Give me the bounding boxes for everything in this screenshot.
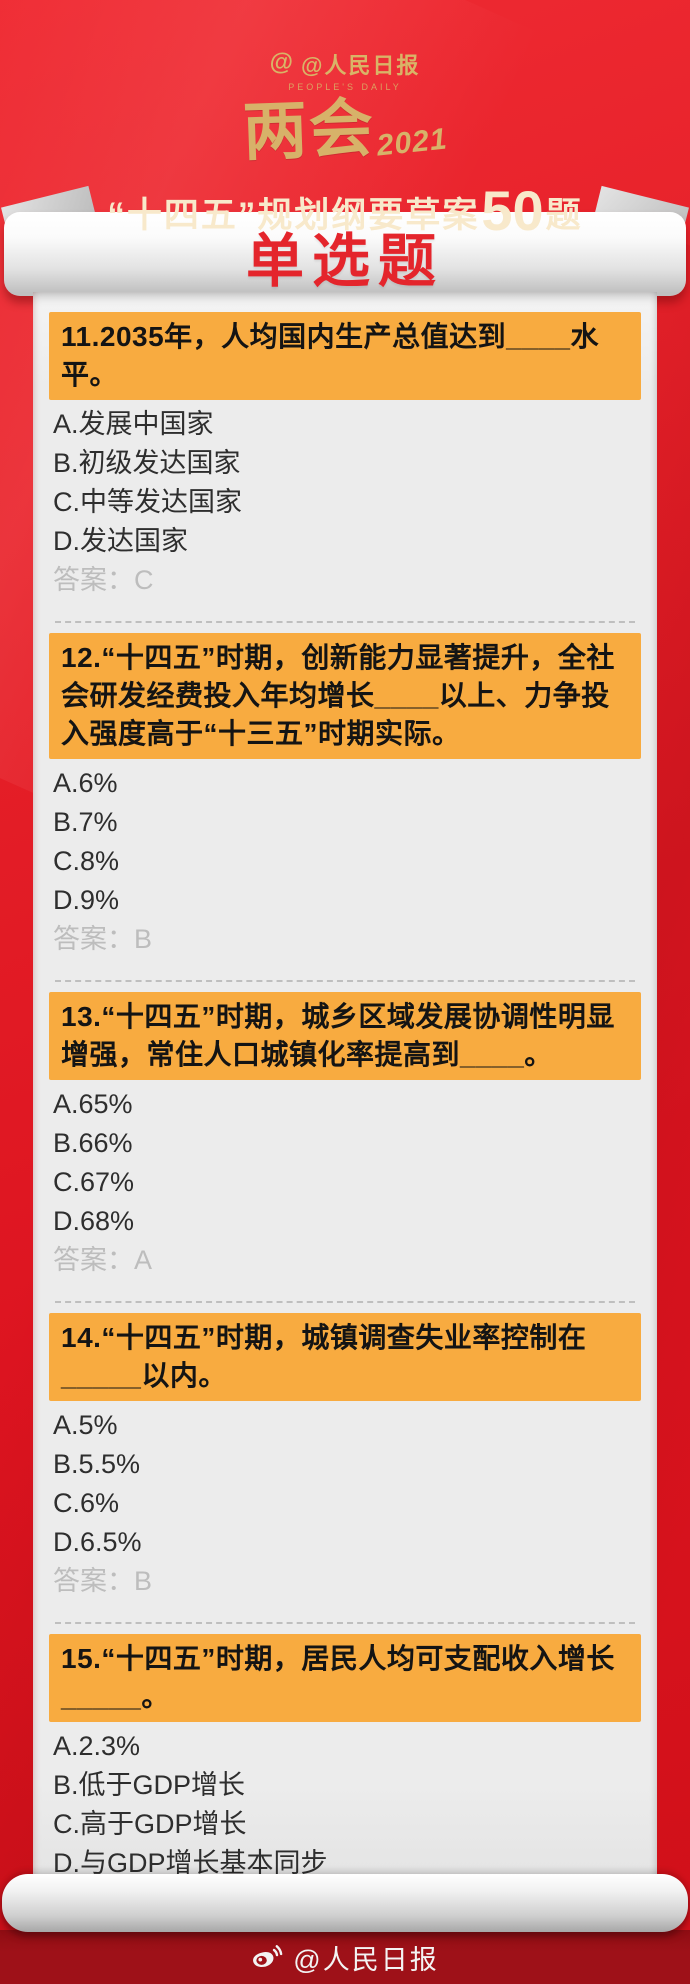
question-block-12: 12.“十四五”时期，创新能力显著提升，全社会研发经费投入年均增长____以上、… (49, 633, 641, 982)
option-c: C.6% (53, 1488, 120, 1518)
answer-line: 答案：B (53, 1566, 641, 1596)
logo-caption: PEOPLE'S DAILY (288, 82, 402, 92)
brand-year: 2021 (374, 122, 449, 163)
section-title: 单选题 (245, 229, 444, 294)
answer-line: 答案：B (53, 924, 641, 954)
title-number: 50 (481, 179, 544, 242)
dashed-divider (55, 980, 635, 982)
option-d: D.与GDP增长基本同步 (53, 1848, 328, 1878)
logo-text: @人民日报 (300, 53, 421, 78)
option-b: B.66% (53, 1128, 133, 1158)
option-a: A.2.3% (53, 1731, 141, 1761)
question-text: 12.“十四五”时期，创新能力显著提升，全社会研发经费投入年均增长____以上、… (49, 633, 641, 759)
at-icon: @ (269, 49, 295, 76)
question-text: 14.“十四五”时期，城镇调查失业率控制在_____以内。 (49, 1313, 641, 1401)
title-suffix: 题 (545, 196, 583, 235)
footer-credit: @人民日报 (293, 1944, 439, 1975)
dashed-divider (55, 621, 635, 623)
dashed-divider (55, 1301, 635, 1303)
answer-value: B (134, 1566, 153, 1596)
option-b: B.5.5% (53, 1449, 141, 1479)
option-a: A.发展中国家 (53, 409, 214, 439)
option-c: C.67% (53, 1167, 135, 1197)
answer-label: 答案： (53, 565, 134, 595)
option-a: A.65% (53, 1089, 133, 1119)
weibo-icon (253, 1945, 283, 1967)
question-text: 13.“十四五”时期，城乡区域发展协调性明显增强，常住人口城镇化率提高到____… (49, 992, 641, 1080)
option-a: A.6% (53, 768, 118, 798)
answer-value: B (134, 924, 153, 954)
option-b: B.初级发达国家 (53, 448, 241, 478)
page-title: “十四五”规划纲要草案 50 题 (0, 179, 690, 242)
answer-value: C (134, 565, 154, 595)
title-prefix: “十四五”规划纲要草案 (107, 196, 480, 235)
answer-value: A (134, 1245, 153, 1275)
scroll-bottom-roll (2, 1874, 688, 1932)
answer-line: 答案：A (53, 1245, 641, 1275)
option-d: D.发达国家 (53, 526, 188, 556)
header: @ @人民日报 PEOPLE'S DAILY 两会 2021 “十四五”规划纲要草… (0, 0, 690, 242)
option-c: C.中等发达国家 (53, 487, 242, 517)
people-daily-logo: @ @人民日报 (0, 48, 690, 80)
option-a: A.5% (53, 1410, 118, 1440)
option-b: B.低于GDP增长 (53, 1770, 246, 1800)
question-block-11: 11.2035年，人均国内生产总值达到____水平。 A.发展中国家 B.初级发… (49, 312, 641, 623)
answer-label: 答案： (53, 924, 134, 954)
dashed-divider (55, 1622, 635, 1624)
option-b: B.7% (53, 807, 118, 837)
scroll-top-roll: 单选题 (4, 212, 686, 296)
question-block-14: 14.“十四五”时期，城镇调查失业率控制在_____以内。 A.5% B.5.5… (49, 1313, 641, 1624)
option-c: C.高于GDP增长 (53, 1809, 247, 1839)
answer-label: 答案： (53, 1245, 134, 1275)
answer-label: 答案： (53, 1566, 134, 1596)
question-text: 11.2035年，人均国内生产总值达到____水平。 (49, 312, 641, 400)
option-d: D.9% (53, 885, 120, 915)
question-block-13: 13.“十四五”时期，城乡区域发展协调性明显增强，常住人口城镇化率提高到____… (49, 992, 641, 1303)
quiz-paper: 11.2035年，人均国内生产总值达到____水平。 A.发展中国家 B.初级发… (33, 292, 657, 1880)
option-d: D.68% (53, 1206, 135, 1236)
question-block-15: 15.“十四五”时期，居民人均可支配收入增长_____。 A.2.3% B.低于… (49, 1634, 641, 1880)
lianghui-brand: 两会 2021 (0, 90, 690, 169)
answer-line: 答案：C (53, 565, 641, 595)
option-c: C.8% (53, 846, 120, 876)
option-d: D.6.5% (53, 1527, 142, 1557)
lianghui-calligraphy: 两会 (241, 91, 376, 169)
footer: @人民日报 (0, 1930, 690, 1984)
question-text: 15.“十四五”时期，居民人均可支配收入增长_____。 (49, 1634, 641, 1722)
